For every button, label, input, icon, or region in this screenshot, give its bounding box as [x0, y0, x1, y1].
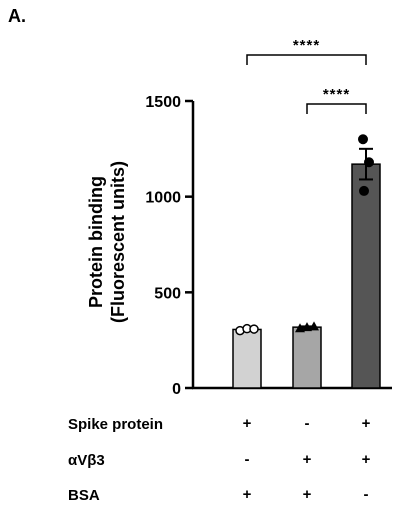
y-axis-label-line1: Protein binding: [86, 176, 106, 308]
y-axis-label: Protein binding (Fluorescent units): [86, 161, 128, 323]
y-tick-label-2: 1000: [145, 190, 181, 207]
bar-1: [292, 326, 322, 389]
condition-label-0: Spike protein: [68, 416, 163, 433]
condition-value-2-0: +: [243, 486, 252, 503]
condition-value-1-1: +: [303, 451, 312, 468]
y-tick-label-3: 1500: [145, 94, 181, 111]
point-2-1: [364, 157, 374, 168]
condition-table: Spike protein + - + αVβ3 - + + BSA + + -: [68, 415, 371, 504]
condition-value-1-2: +: [362, 451, 371, 468]
condition-value-0-0: +: [243, 415, 252, 432]
condition-label-1: αVβ3: [68, 452, 105, 469]
condition-value-2-2: -: [364, 486, 369, 503]
condition-label-2: BSA: [68, 487, 100, 504]
point-0-2: [249, 324, 259, 334]
bar-0: [232, 328, 262, 389]
significance-bracket-1: [306, 103, 367, 114]
significance-label-1: ****: [323, 86, 350, 103]
condition-value-2-1: +: [303, 486, 312, 503]
point-1-0: [295, 323, 305, 333]
condition-value-0-1: -: [305, 415, 310, 432]
significance-bracket-0: [246, 54, 367, 65]
y-tick-label-1: 500: [154, 285, 181, 302]
y-tick-label-0: 0: [172, 381, 181, 398]
point-2-2: [359, 185, 369, 196]
condition-value-0-2: +: [362, 415, 371, 432]
y-axis-label-line2: (Fluorescent units): [108, 161, 128, 323]
condition-value-1-0: -: [245, 451, 250, 468]
plot-area: 0 500 1000 1500 **** ****: [145, 37, 392, 398]
point-1-1: [302, 322, 312, 332]
significance-label-0: ****: [293, 37, 320, 54]
panel-label: A.: [8, 6, 26, 26]
point-1-2: [309, 321, 319, 331]
point-2-0: [358, 134, 368, 145]
bar-2: [351, 163, 381, 389]
